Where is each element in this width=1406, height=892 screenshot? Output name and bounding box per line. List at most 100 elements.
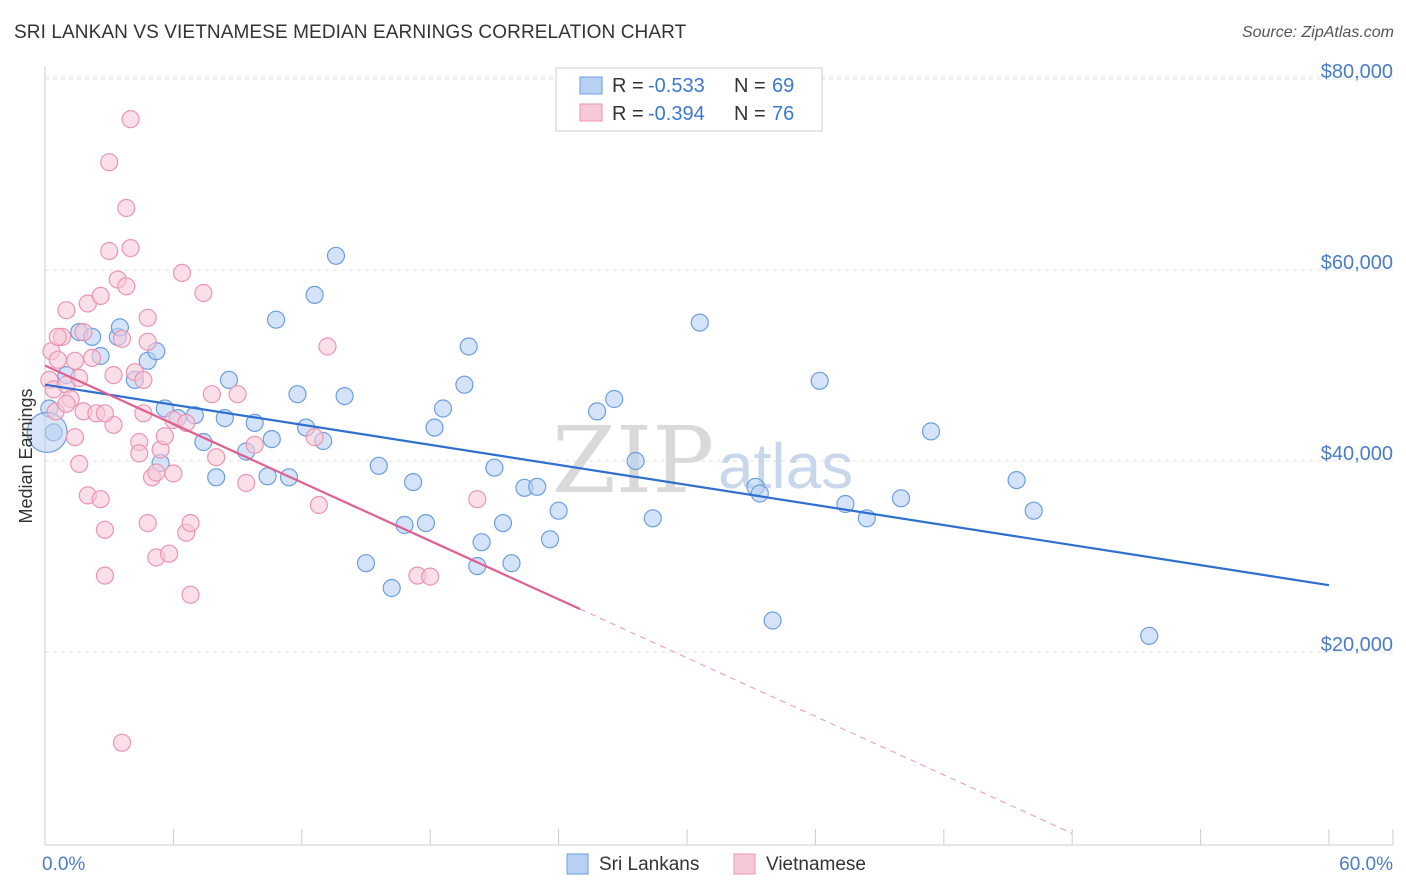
- sri-lankans-point-40: [459, 337, 478, 356]
- vietnamese-point-44: [155, 427, 174, 446]
- legend-box: R = -0.533 N = 69 R = -0.394 N = 76: [555, 67, 823, 132]
- vietnamese-point-32: [121, 110, 140, 129]
- legend-r-label-1: R =: [612, 103, 644, 125]
- sri-lankans-point-35: [404, 473, 423, 492]
- y-tick-label-2: $60,000: [1321, 252, 1393, 274]
- vietnamese-point-54: [202, 385, 221, 404]
- trend-lines: [44, 364, 1330, 834]
- sri-lankans-point-48: [540, 530, 560, 549]
- vietnamese-point-17: [82, 348, 102, 367]
- sri-lankans-point-56: [750, 484, 769, 503]
- sri-lankans-point-38: [433, 399, 453, 418]
- sri-lankans-point-65: [1140, 626, 1159, 645]
- vietnamese-point-4: [48, 350, 67, 369]
- series-vietnamese-points: [40, 110, 487, 752]
- vietnamese-point-56: [228, 385, 247, 404]
- vietnamese-point-68: [48, 327, 67, 346]
- sri-lankans-point-53: [643, 509, 662, 528]
- vietnamese-point-38: [138, 332, 157, 351]
- sri-lankans-point-18: [219, 370, 239, 389]
- sri-lankans-point-52: [626, 451, 645, 471]
- sri-lankans-point-32: [369, 456, 388, 475]
- vietnamese-point-9: [65, 351, 85, 370]
- sri-lankans-point-45: [502, 554, 521, 573]
- vietnamese-point-39: [138, 513, 157, 533]
- sri-lankans-point-16: [207, 468, 226, 487]
- vietnamese-point-55: [207, 448, 226, 467]
- sri-lankans-point-33: [382, 578, 401, 598]
- vietnamese-point-12: [70, 454, 89, 473]
- sri-lankans-point-31: [356, 554, 376, 573]
- legend-n-label-1: N =: [734, 103, 766, 125]
- vietnamese-point-13: [74, 323, 93, 342]
- trend-line-vietnamese-extension: [579, 608, 1073, 834]
- vietnamese-point-64: [421, 567, 440, 586]
- vietnamese-point-57: [237, 473, 256, 493]
- y-tick-label-3: $80,000: [1321, 61, 1393, 83]
- legend-swatch-sri-lankans: [579, 76, 603, 95]
- bottom-legend-swatch-sri-lankans: [566, 853, 589, 875]
- vietnamese-point-66: [95, 404, 115, 423]
- sri-lankans-point-39: [455, 375, 474, 394]
- vietnamese-point-29: [117, 277, 136, 296]
- bottom-legend: Sri Lankans Vietnamese: [566, 853, 866, 875]
- sri-lankans-point-29: [326, 246, 346, 265]
- trend-line-vietnamese: [44, 364, 581, 611]
- vietnamese-point-62: [318, 337, 337, 356]
- vietnamese-point-19: [91, 286, 110, 305]
- legend-r-value-1: -0.394: [648, 103, 705, 125]
- vietnamese-point-24: [100, 153, 119, 172]
- legend-r-label-0: R =: [612, 75, 644, 97]
- vietnamese-point-22: [95, 520, 115, 539]
- sri-lankans-point-54: [690, 313, 709, 332]
- chart-source: Source: ZipAtlas.com: [1241, 24, 1394, 41]
- sri-lankans-point-27: [305, 285, 324, 304]
- y-tick-label-1: $40,000: [1321, 443, 1393, 465]
- y-axis-label: Median Earnings: [16, 388, 36, 523]
- vietnamese-point-53: [194, 283, 213, 303]
- vietnamese-point-23: [100, 241, 119, 261]
- bottom-legend-label-sri-lankans: Sri Lankans: [599, 854, 699, 875]
- gridlines: [45, 76, 1393, 653]
- legend-n-label-0: N =: [734, 75, 766, 97]
- series-sri-lankans-points: [26, 246, 1159, 645]
- sri-lankans-point-25: [288, 385, 307, 404]
- vietnamese-point-10: [65, 428, 85, 447]
- vietnamese-point-7: [57, 301, 76, 320]
- x-tick-label-min: 0.0%: [42, 854, 85, 875]
- vietnamese-point-28: [112, 329, 132, 348]
- vietnamese-point-31: [121, 239, 140, 258]
- vietnamese-point-21: [95, 566, 115, 585]
- legend-swatch-vietnamese: [579, 103, 603, 122]
- legend-r-value-0: -0.533: [648, 75, 705, 97]
- vietnamese-point-51: [181, 513, 200, 533]
- bottom-legend-swatch-vietnamese: [733, 853, 756, 875]
- sri-lankans-point-21: [262, 430, 281, 449]
- sri-lankans-point-50: [587, 402, 607, 421]
- sri-lankans-point-44: [493, 513, 513, 533]
- vietnamese-point-47: [164, 464, 183, 483]
- sri-lankans-point-37: [425, 418, 444, 437]
- vietnamese-point-67: [57, 394, 76, 413]
- vietnamese-point-69: [138, 308, 157, 327]
- vietnamese-point-60: [305, 428, 324, 447]
- vietnamese-point-20: [91, 490, 110, 509]
- sri-lankans-point-58: [810, 371, 829, 390]
- vietnamese-point-48: [172, 263, 192, 282]
- y-tick-labels: $20,000 $40,000 $60,000 $80,000: [1321, 61, 1393, 656]
- sri-lankans-point-61: [891, 489, 911, 508]
- vietnamese-point-30: [117, 198, 136, 218]
- sri-lankans-point-49: [549, 501, 568, 520]
- sri-lankans-point-42: [472, 533, 491, 552]
- sri-lankans-point-23: [267, 310, 286, 329]
- sri-lankans-point-57: [763, 611, 782, 630]
- x-tick-label-max: 60.0%: [1339, 854, 1393, 875]
- sri-lankans-point-51: [605, 389, 624, 409]
- trend-line-sri-lankans: [44, 383, 1330, 587]
- chart-title: SRI LANKAN VS VIETNAMESE MEDIAN EARNINGS…: [14, 22, 687, 43]
- vietnamese-point-35: [130, 444, 149, 463]
- sri-lankans-point-47: [528, 477, 547, 496]
- sri-lankans-point-36: [416, 513, 435, 533]
- sri-lankans-point-30: [335, 387, 354, 406]
- vietnamese-point-59: [112, 733, 132, 752]
